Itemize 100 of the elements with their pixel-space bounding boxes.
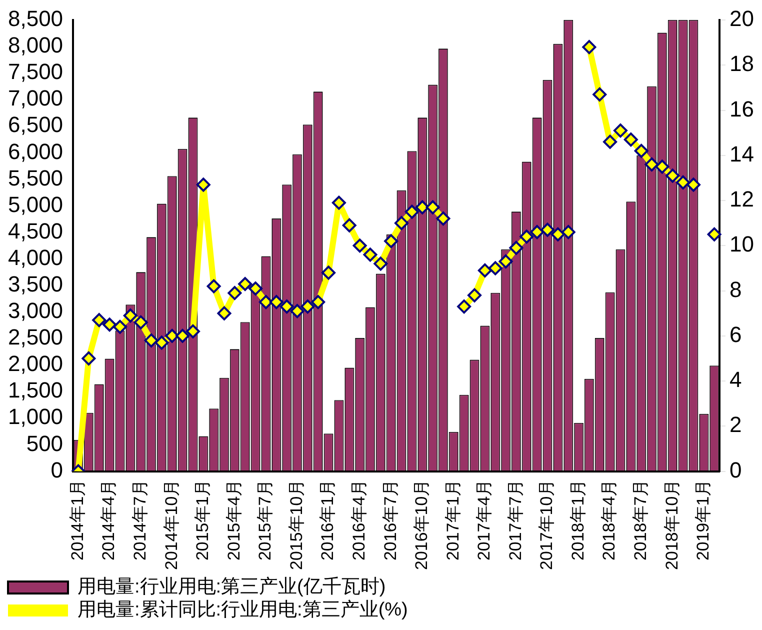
point bbox=[498, 254, 513, 268]
point bbox=[134, 315, 148, 330]
point bbox=[154, 336, 169, 350]
y-tick-label: 0 bbox=[50, 457, 64, 482]
x-tick-label: 2017年4月 bbox=[474, 479, 494, 561]
x-tick-label: 2017年7月 bbox=[506, 479, 525, 561]
point bbox=[363, 248, 378, 262]
x-tick-label: 2018年7月 bbox=[631, 479, 650, 561]
point bbox=[509, 240, 524, 255]
point bbox=[217, 306, 232, 320]
y2-tick-label: 2 bbox=[730, 412, 742, 438]
point bbox=[186, 324, 200, 338]
x-tick-label: 2014年7月 bbox=[130, 479, 150, 561]
point bbox=[123, 308, 138, 323]
y-tick-label: 1,500 bbox=[8, 378, 64, 403]
y-tick-label: 4,500 bbox=[8, 218, 64, 244]
point bbox=[603, 134, 618, 149]
y-tick-label: 2,000 bbox=[8, 351, 64, 376]
y-tick-label: 1,000 bbox=[8, 404, 64, 430]
point bbox=[550, 227, 565, 242]
point bbox=[300, 300, 315, 314]
point bbox=[655, 160, 670, 174]
x-tick-label: 2016年7月 bbox=[380, 479, 400, 561]
point bbox=[540, 222, 554, 237]
point bbox=[520, 230, 534, 244]
point bbox=[634, 144, 648, 158]
point bbox=[322, 266, 336, 280]
y-tick-label: 5,500 bbox=[8, 165, 64, 190]
point bbox=[332, 196, 346, 210]
y2-tick-label: 16 bbox=[730, 96, 754, 122]
y-tick-label: 8,500 bbox=[8, 6, 64, 32]
x-tick-label: 2014年4月 bbox=[99, 479, 118, 561]
point bbox=[707, 227, 722, 242]
x-tick-label: 2015年4月 bbox=[224, 479, 244, 561]
y-tick-label: 3,500 bbox=[8, 272, 64, 297]
point bbox=[384, 234, 398, 248]
y-tick-label: 8,000 bbox=[8, 32, 64, 58]
point bbox=[394, 216, 409, 230]
point bbox=[686, 178, 700, 192]
point bbox=[478, 263, 492, 278]
y2-tick-label: 8 bbox=[730, 276, 742, 302]
x-tick-label: 2014年10月 bbox=[162, 479, 181, 570]
y2-tick-label: 14 bbox=[730, 141, 754, 166]
point bbox=[258, 295, 273, 310]
x-tick-label: 2014年1月 bbox=[68, 479, 87, 561]
x-tick-label: 2019年1月 bbox=[694, 479, 713, 561]
point bbox=[488, 261, 502, 276]
legend-label: 用电量:行业用电:第三产业(亿千瓦时) bbox=[78, 576, 386, 598]
x-tick-label: 2016年1月 bbox=[318, 479, 338, 561]
point bbox=[676, 175, 690, 190]
point bbox=[415, 200, 430, 214]
y-tick-label: 7,500 bbox=[8, 59, 64, 84]
point bbox=[248, 282, 263, 296]
y-tick-label: 6,500 bbox=[8, 112, 64, 138]
point bbox=[196, 178, 210, 192]
y-tick-label: 3,000 bbox=[8, 298, 64, 324]
point bbox=[624, 132, 638, 147]
point bbox=[102, 318, 117, 332]
y-tick-label: 4,000 bbox=[8, 244, 64, 270]
x-tick-label: 2018年1月 bbox=[568, 479, 588, 561]
point bbox=[561, 225, 576, 240]
y2-tick-label: 18 bbox=[730, 51, 754, 76]
x-tick-label: 2017年1月 bbox=[443, 479, 462, 561]
x-tick-label: 2018年10月 bbox=[662, 479, 682, 570]
point bbox=[592, 87, 607, 102]
point bbox=[82, 351, 96, 366]
y2-tick-label: 6 bbox=[730, 322, 742, 347]
point bbox=[457, 300, 472, 314]
point bbox=[92, 313, 106, 328]
point bbox=[342, 218, 356, 232]
point bbox=[176, 328, 190, 343]
point bbox=[530, 225, 544, 240]
point bbox=[280, 300, 294, 314]
legend-label: 用电量:累计同比:行业用电:第三产业(%) bbox=[78, 600, 408, 621]
y2-tick-label: 12 bbox=[730, 186, 754, 212]
x-tick-label: 2015年1月 bbox=[193, 479, 212, 561]
x-tick-label: 2015年10月 bbox=[286, 479, 306, 570]
x-tick-label: 2016年4月 bbox=[349, 479, 368, 561]
point bbox=[666, 168, 680, 183]
point bbox=[374, 256, 388, 271]
point bbox=[426, 200, 440, 214]
y2-tick-label: 20 bbox=[730, 6, 754, 32]
point bbox=[644, 157, 659, 172]
point bbox=[613, 124, 628, 138]
y-tick-label: 500 bbox=[26, 430, 64, 456]
point bbox=[352, 238, 367, 253]
y-tick-label: 7,000 bbox=[8, 86, 64, 111]
y2-tick-label: 4 bbox=[730, 367, 742, 392]
x-tick-label: 2018年4月 bbox=[600, 479, 619, 561]
y2-tick-label: 0 bbox=[730, 457, 742, 482]
y2-tick-label: 10 bbox=[730, 232, 754, 257]
point bbox=[165, 328, 180, 343]
x-tick-label: 2015年7月 bbox=[256, 479, 275, 561]
point bbox=[290, 304, 304, 318]
point bbox=[269, 295, 284, 310]
x-tick-label: 2016年10月 bbox=[412, 479, 432, 570]
point bbox=[436, 212, 450, 226]
point bbox=[467, 288, 482, 302]
point bbox=[206, 279, 221, 294]
point bbox=[112, 320, 127, 334]
